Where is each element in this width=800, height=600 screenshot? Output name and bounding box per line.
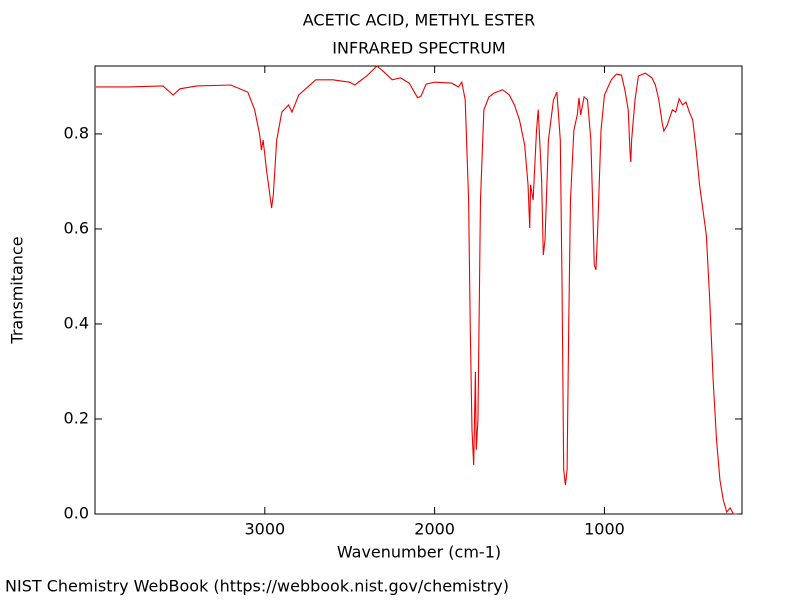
spectrum-line xyxy=(96,65,737,515)
y-tick-label: 0.4 xyxy=(64,313,89,332)
y-tick-label: 0.8 xyxy=(64,123,89,142)
x-tick-label: 2000 xyxy=(414,520,455,539)
x-tick-label: 3000 xyxy=(244,520,285,539)
plot-frame xyxy=(94,65,743,515)
y-axis-label: Transmitance xyxy=(8,236,27,344)
y-tick-label: 0.2 xyxy=(64,408,89,427)
x-axis-label: Wavenumber (cm-1) xyxy=(337,543,501,562)
y-tick-label: 0.6 xyxy=(64,218,89,237)
footer: NIST Chemistry WebBook (https://webbook.… xyxy=(5,577,509,596)
chart-title: ACETIC ACID, METHYL ESTER xyxy=(303,11,536,30)
x-tick-label: 1000 xyxy=(584,520,625,539)
chart-subtitle: INFRARED SPECTRUM xyxy=(332,39,505,58)
y-tick-label: 0.0 xyxy=(64,504,89,523)
